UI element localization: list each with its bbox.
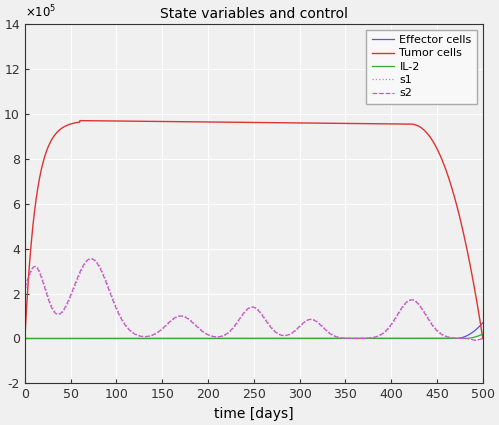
IL-2 (197, 336, 203, 341)
s2 (364, 336, 370, 341)
Effector cells (364, 336, 370, 341)
Effector cells (105, 336, 111, 341)
s1 (89, 256, 95, 261)
Tumor cells (480, 336, 486, 341)
Effector cells (480, 320, 486, 325)
Effector cells (320, 336, 326, 341)
s1 (105, 283, 111, 288)
Tumor cells (296, 120, 302, 125)
Effector cells (197, 336, 203, 341)
Legend: Effector cells, Tumor cells, IL-2, s1, s2: Effector cells, Tumor cells, IL-2, s1, s… (366, 30, 477, 104)
s1 (399, 307, 405, 312)
Tumor cells (22, 336, 28, 341)
s1 (480, 336, 486, 341)
s2 (320, 325, 326, 330)
Line: Tumor cells: Tumor cells (25, 121, 483, 338)
IL-2 (398, 336, 404, 341)
Title: State variables and control: State variables and control (160, 8, 348, 22)
Tumor cells (105, 118, 111, 123)
Tumor cells (77, 118, 83, 123)
IL-2 (296, 336, 302, 341)
Line: s1: s1 (25, 259, 483, 340)
Tumor cells (364, 121, 370, 126)
s1 (473, 338, 479, 343)
Line: s2: s2 (25, 259, 483, 340)
s2 (473, 338, 479, 343)
s2 (399, 306, 405, 311)
s2 (22, 285, 28, 290)
s1 (22, 289, 28, 294)
s1 (296, 325, 302, 330)
IL-2 (364, 336, 370, 341)
IL-2 (480, 332, 486, 337)
IL-2 (320, 336, 326, 341)
IL-2 (105, 336, 111, 341)
Tumor cells (399, 122, 405, 127)
Tumor cells (197, 119, 203, 125)
s2 (296, 324, 302, 329)
s2 (88, 256, 94, 261)
X-axis label: time [days]: time [days] (214, 407, 294, 421)
Line: IL-2: IL-2 (25, 334, 483, 338)
s2 (105, 286, 111, 291)
Line: Effector cells: Effector cells (25, 323, 483, 338)
s1 (197, 326, 203, 332)
Effector cells (296, 336, 302, 341)
Effector cells (22, 336, 28, 341)
Text: $\times 10^5$: $\times 10^5$ (25, 4, 56, 20)
IL-2 (22, 336, 28, 341)
s1 (364, 336, 370, 341)
s2 (197, 327, 203, 332)
s1 (320, 324, 326, 329)
s2 (480, 336, 486, 341)
Effector cells (398, 336, 404, 341)
Tumor cells (320, 121, 326, 126)
